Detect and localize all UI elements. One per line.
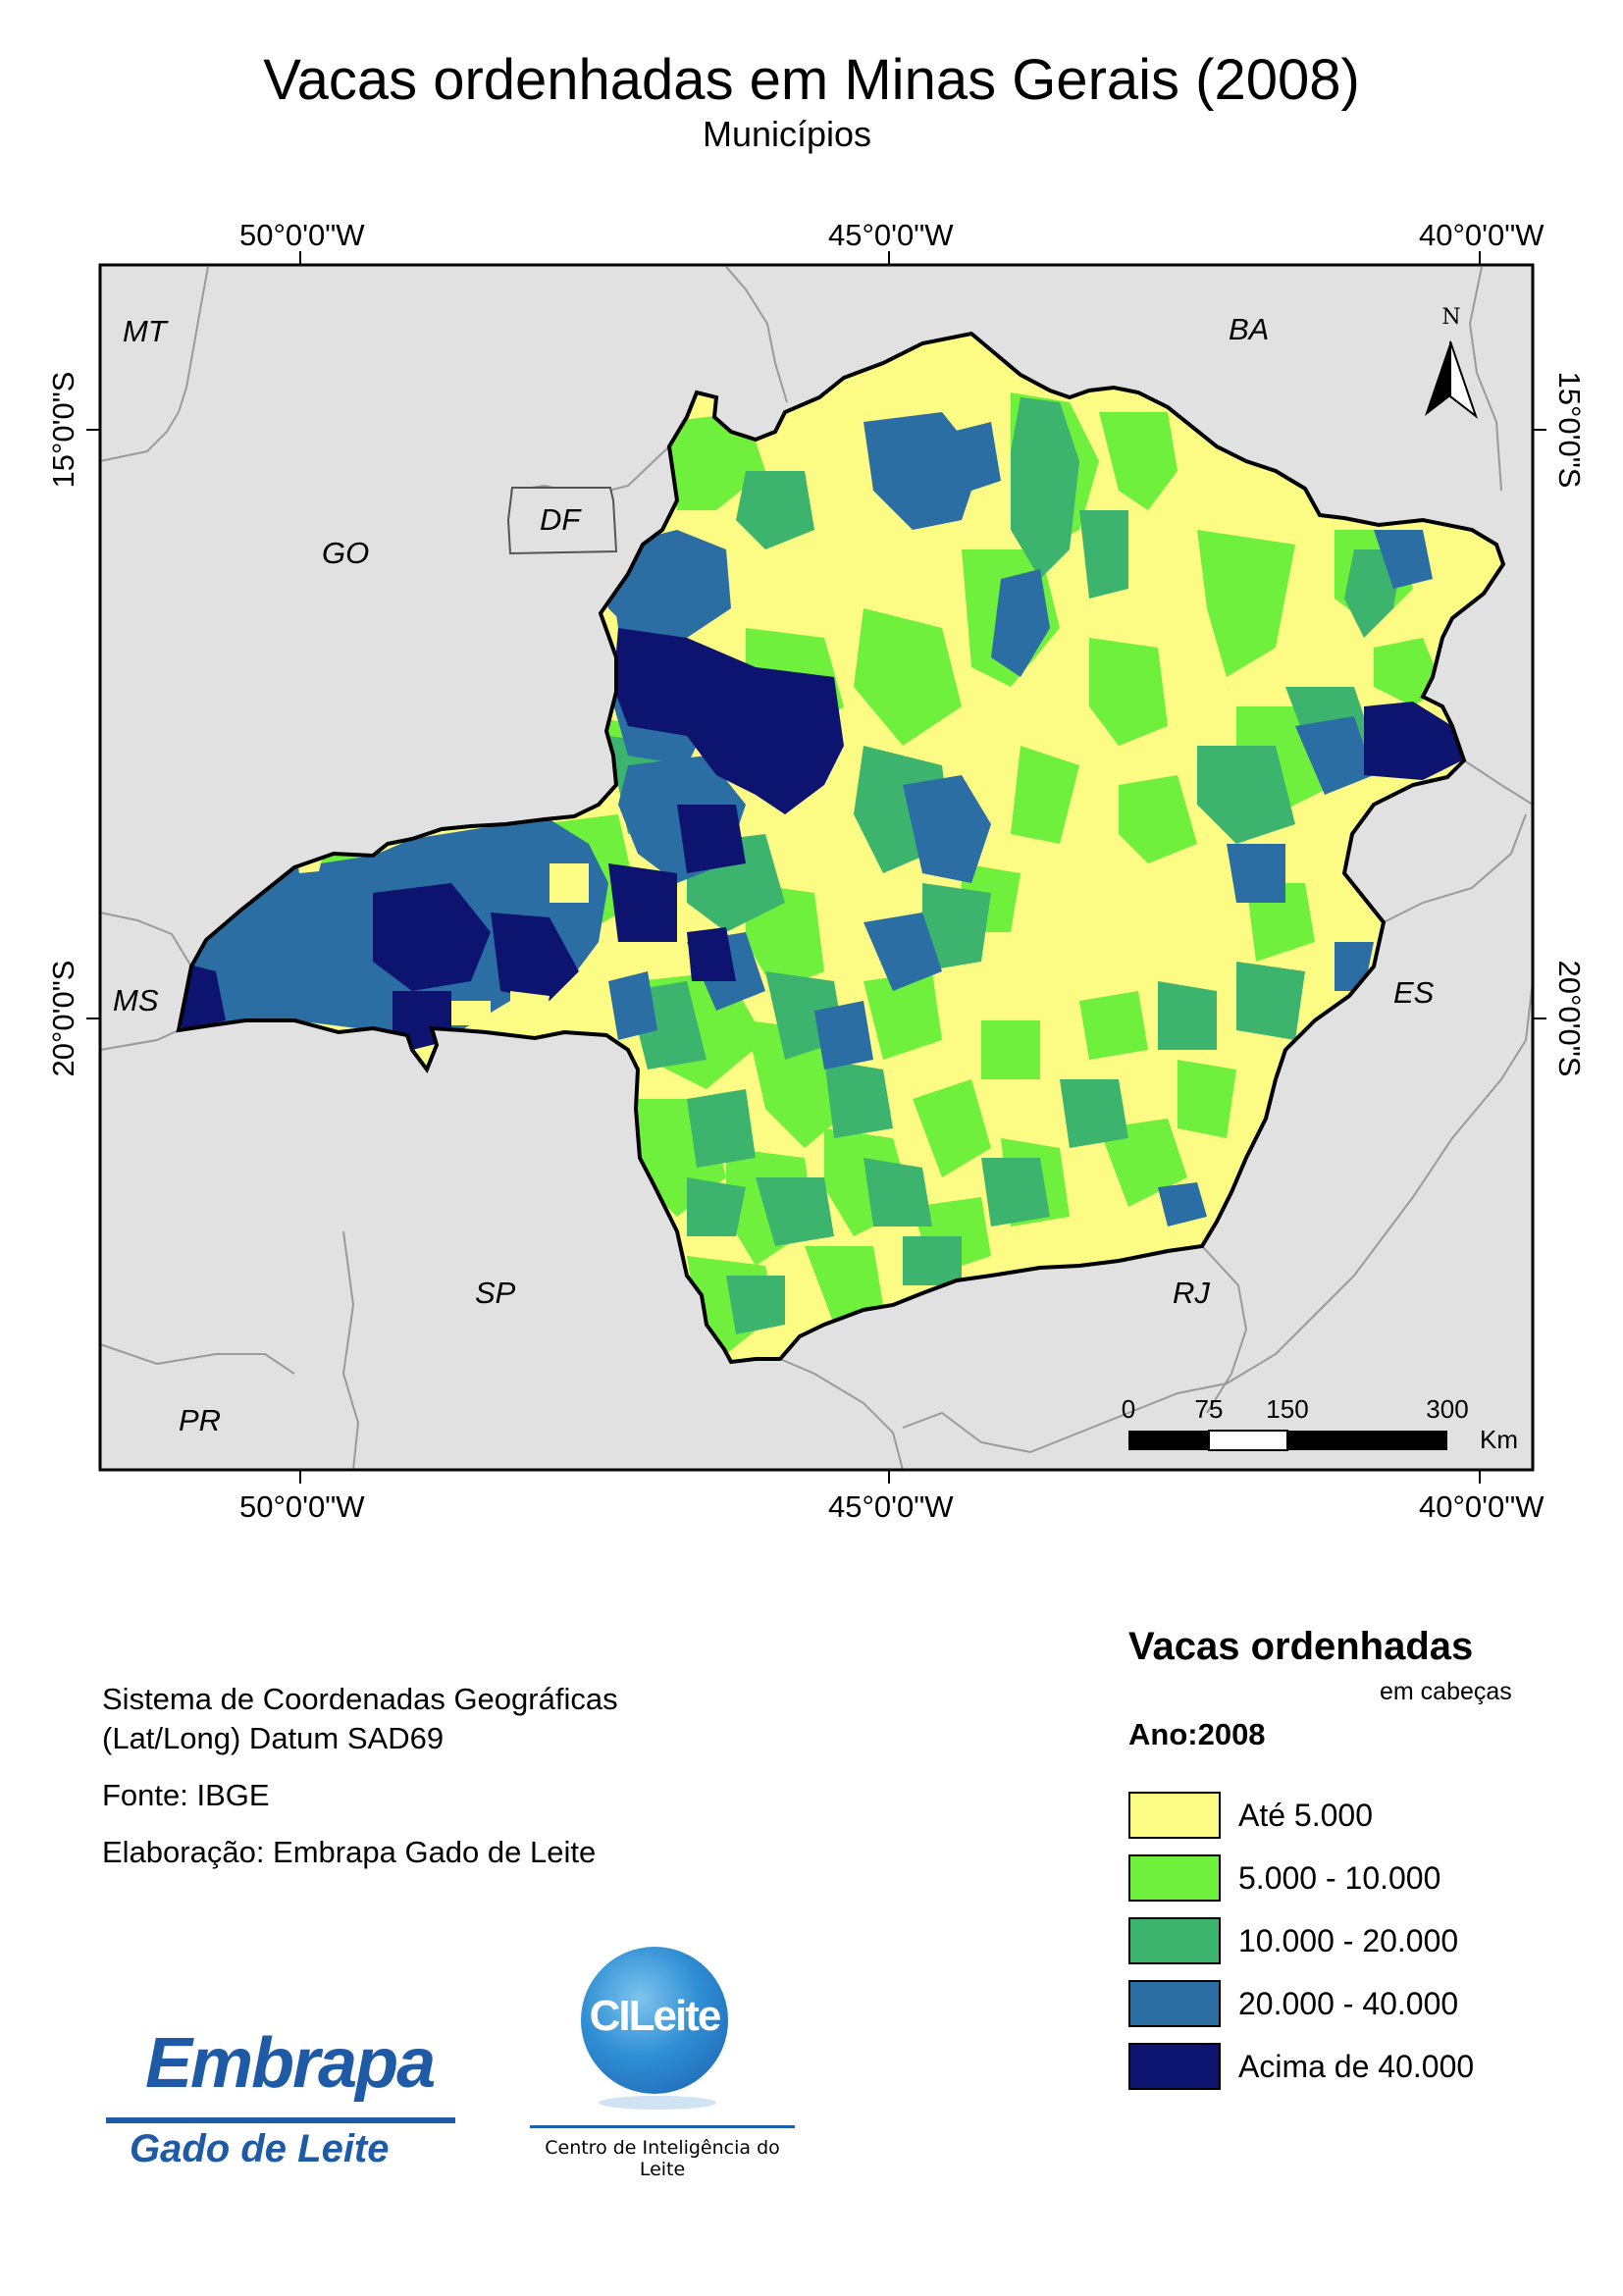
map-canvas: MT GO DF BA MS ES SP RJ PR N 0 75 150 30… <box>86 251 1546 1484</box>
state-label-ba: BA <box>1229 312 1269 346</box>
legend-swatch <box>1128 1980 1221 2027</box>
legend-label: 20.000 - 40.000 <box>1238 1985 1459 2021</box>
graticule-label-bottom-45w: 45°0'0"W <box>828 1489 954 1524</box>
north-arrow-icon: N <box>1425 305 1479 419</box>
legend-label: 10.000 - 20.000 <box>1238 1922 1459 1958</box>
cileite-logo-shadow <box>599 2096 716 2110</box>
cileite-logo-subtitle: Centro de Inteligência do Leite <box>545 2137 780 2180</box>
embrapa-logo-subtitle: Gado de Leite <box>130 2127 390 2170</box>
coordinate-system-line1: Sistema de Coordenadas Geográficas <box>102 1682 618 1716</box>
legend-item: 10.000 - 20.000 <box>1128 1915 1458 1966</box>
graticule-label-bottom-40w: 40°0'0"W <box>1419 1489 1544 1524</box>
legend-swatch <box>1128 2043 1221 2090</box>
cileite-logo-circle <box>581 1947 728 2094</box>
legend-year: Ano:2008 <box>1128 1717 1266 1751</box>
map-frame <box>98 263 1535 1472</box>
map-subtitle: Municípios <box>702 114 872 154</box>
state-label-sp: SP <box>475 1276 516 1310</box>
cileite-logo-bar <box>530 2125 795 2128</box>
df-outline <box>506 487 618 555</box>
legend-label: Até 5.000 <box>1238 1797 1373 1833</box>
state-label-rj: RJ <box>1173 1276 1210 1310</box>
cileite-logo-word: CILeite <box>589 1992 722 2040</box>
state-label-go: GO <box>322 536 369 570</box>
map-title: Vacas ordenhadas em Minas Gerais (2008) <box>263 48 1360 112</box>
legend-swatch <box>1128 1917 1221 1964</box>
embrapa-logo-word: Embrapa <box>145 2024 436 2103</box>
graticule-label-top-45w: 45°0'0"W <box>828 218 954 252</box>
source-text: Fonte: IBGE <box>102 1778 270 1812</box>
scale-unit: Km <box>1480 1425 1518 1454</box>
state-label-ms: MS <box>113 983 159 1018</box>
scale-tick-75: 75 <box>1195 1394 1224 1424</box>
coordinate-system-line2: (Lat/Long) Datum SAD69 <box>102 1721 445 1755</box>
scale-bar: 0 75 150 300 Km <box>1122 1394 1518 1454</box>
graticule-label-top-50w: 50°0'0"W <box>239 218 365 252</box>
minas-gerais-municipalities <box>179 334 1503 1362</box>
embrapa-logo: Embrapa Gado de Leite <box>106 2023 455 2180</box>
legend-swatch <box>1128 1854 1221 1902</box>
scale-tick-150: 150 <box>1266 1394 1308 1424</box>
legend-label: 5.000 - 10.000 <box>1238 1859 1441 1896</box>
state-label-mt: MT <box>123 314 169 348</box>
state-label-pr: PR <box>179 1403 221 1437</box>
author-text: Elaboração: Embrapa Gado de Leite <box>102 1835 597 1869</box>
embrapa-logo-bar <box>106 2117 455 2123</box>
legend-item: Até 5.000 <box>1128 1790 1373 1841</box>
scale-tick-0: 0 <box>1122 1394 1135 1424</box>
state-label-es: ES <box>1393 975 1435 1010</box>
graticule-label-bottom-50w: 50°0'0"W <box>239 1489 365 1524</box>
legend-item: 20.000 - 40.000 <box>1128 1978 1458 2029</box>
legend-unit: em cabeças <box>1380 1678 1512 1705</box>
state-label-df: DF <box>540 502 582 537</box>
north-arrow-label: N <box>1441 305 1460 330</box>
info-block: Sistema de Coordenadas Geográficas (Lat/… <box>102 1680 618 1872</box>
graticule-label-top-40w: 40°0'0"W <box>1419 218 1544 252</box>
legend-swatch <box>1128 1792 1221 1839</box>
graticule-ticks <box>86 251 1546 1484</box>
legend-title: Vacas ordenhadas <box>1128 1625 1474 1668</box>
cileite-logo: CILeite Centro de Inteligência do Leite <box>530 1947 795 2180</box>
scale-tick-300: 300 <box>1426 1394 1468 1424</box>
legend-item: Acima de 40.000 <box>1128 2041 1474 2092</box>
legend-label: Acima de 40.000 <box>1238 2048 1475 2084</box>
legend-item: 5.000 - 10.000 <box>1128 1852 1440 1904</box>
